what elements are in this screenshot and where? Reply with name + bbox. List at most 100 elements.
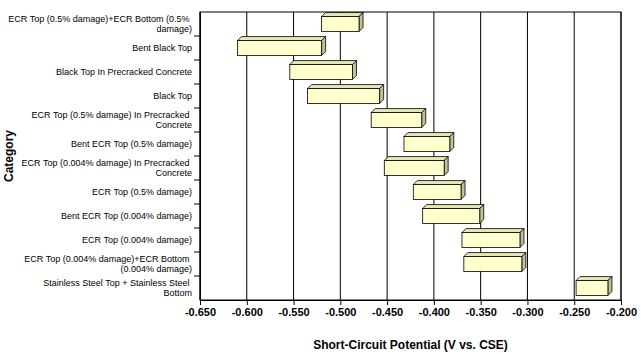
- bar-top-face: [404, 133, 454, 137]
- y-tick-label: ECR Top (0.004% damage) In Precracked Co…: [22, 158, 192, 178]
- x-tick: -0.500: [325, 300, 356, 318]
- y-tick: ECR Top (0.5% damage): [92, 187, 192, 197]
- x-tick-label: -0.600: [232, 306, 263, 318]
- y-tick: Bent ECR Top (0.004% damage): [61, 211, 192, 221]
- bar: [290, 65, 353, 80]
- y-tick-label: ECR Top (0.5% damage)+ECR Bottom (0.5% d…: [8, 14, 192, 34]
- bar: [404, 137, 450, 152]
- y-tick-label: Bent ECR Top (0.5% damage): [71, 139, 192, 149]
- y-tick: Black Top In Precracked Concrete: [56, 67, 192, 77]
- bar-side-face: [480, 205, 484, 224]
- category-tick: [194, 252, 200, 253]
- grid-line: [340, 12, 341, 300]
- x-tick-mark: [574, 300, 575, 305]
- bar: [464, 257, 522, 272]
- plot: -0.650 -0.600 -0.550 -0.500 -0.450 -0.400 -0.3…: [8, 12, 637, 318]
- bar-top-face: [384, 157, 448, 161]
- y-tick-label: ECR Top (0.5% damage) In Precracked Conc…: [32, 110, 192, 130]
- bar-top-face: [322, 13, 363, 17]
- y-tick-label: ECR Top (0.5% damage): [92, 187, 192, 197]
- bar-side-face: [450, 133, 454, 152]
- y-tick: ECR Top (0.004% damage)+ECR Bottom (0.00…: [24, 254, 192, 274]
- x-tick-label: -0.550: [278, 306, 309, 318]
- category-tick: [194, 228, 200, 229]
- bar-side-face: [608, 277, 612, 296]
- grid-line: [621, 12, 622, 300]
- bar-top-face: [464, 253, 526, 257]
- bar-top-face: [423, 205, 484, 209]
- bar-top-face: [237, 37, 325, 41]
- y-tick-label: Bent ECR Top (0.004% damage): [61, 211, 192, 221]
- category-tick: [194, 60, 200, 61]
- bar-side-face: [444, 157, 448, 176]
- grid: [200, 12, 621, 300]
- x-tick-label: -0.250: [559, 306, 590, 318]
- bars: [237, 13, 611, 296]
- x-tick: -0.650: [185, 300, 216, 318]
- chart: -0.650 -0.600 -0.550 -0.500 -0.450 -0.400 -0.3…: [0, 0, 641, 355]
- y-tick: ECR Top (0.004% damage): [82, 235, 192, 245]
- y-tick-label: Bent Black Top: [132, 43, 192, 53]
- y-tick-label: ECR Top (0.004% damage): [82, 235, 192, 245]
- grid-line: [433, 12, 434, 300]
- bar-top-face: [413, 181, 465, 185]
- x-tick-mark: [434, 300, 435, 305]
- category-tick: [194, 180, 200, 181]
- x-tick-mark: [387, 300, 388, 305]
- bar-side-face: [359, 13, 363, 32]
- bar-top-face: [290, 61, 357, 65]
- category-tick: [194, 156, 200, 157]
- x-tick-label: -0.400: [419, 306, 450, 318]
- x-tick-mark: [200, 300, 201, 305]
- bar: [322, 17, 359, 32]
- y-axis-title: Category: [2, 130, 16, 182]
- x-tick: -0.400: [419, 300, 450, 318]
- y-tick-label: ECR Top (0.004% damage)+ECR Bottom (0.00…: [24, 254, 192, 274]
- x-tick-mark: [621, 300, 622, 305]
- x-tick-label: -0.200: [606, 306, 637, 318]
- y-tick: ECR Top (0.004% damage) In Precracked Co…: [22, 158, 192, 178]
- category-tick: [194, 36, 200, 37]
- x-tick: -0.550: [278, 300, 309, 318]
- category-tick: [194, 276, 200, 277]
- bar: [237, 41, 321, 56]
- y-tick-label: Black Top: [153, 91, 192, 101]
- y-axis-line: [200, 13, 201, 301]
- x-tick: -0.600: [232, 300, 263, 318]
- x-tick-label: -0.300: [512, 306, 543, 318]
- y-axis: ECR Top (0.5% damage)+ECR Bottom (0.5% d…: [8, 13, 200, 301]
- x-axis: -0.650 -0.600 -0.550 -0.500 -0.450 -0.400 -0.3…: [185, 300, 637, 318]
- bar-top-face: [308, 85, 384, 89]
- y-tick: Stainless Steel Top + Stainless Steel Bo…: [43, 278, 192, 298]
- x-tick-label: -0.500: [325, 306, 356, 318]
- bar-side-face: [352, 61, 356, 80]
- bar: [371, 113, 422, 128]
- category-tick: [194, 84, 200, 85]
- bar: [308, 89, 380, 104]
- bar-top-face: [371, 109, 426, 113]
- category-tick: [194, 132, 200, 133]
- x-tick-label: -0.350: [466, 306, 497, 318]
- y-tick-label: Stainless Steel Top + Stainless Steel Bo…: [43, 278, 192, 298]
- bar: [462, 233, 520, 248]
- y-tick: Bent ECR Top (0.5% damage): [71, 139, 192, 149]
- bar: [413, 185, 461, 200]
- bar-side-face: [461, 181, 465, 200]
- x-tick-label: -0.450: [372, 306, 403, 318]
- x-tick-label: -0.650: [185, 306, 216, 318]
- category-tick: [194, 108, 200, 109]
- grid-line: [574, 12, 575, 300]
- x-tick-mark: [340, 300, 341, 305]
- y-tick: Bent Black Top: [132, 43, 192, 53]
- grid-line: [527, 12, 528, 300]
- plot-frame: [200, 12, 621, 300]
- y-tick: Black Top: [153, 91, 192, 101]
- x-tick-mark: [247, 300, 248, 305]
- x-axis-line: [201, 301, 622, 306]
- bar-side-face: [422, 109, 426, 128]
- category-tick: [194, 204, 200, 205]
- bar: [576, 281, 608, 296]
- x-tick-mark: [294, 300, 295, 305]
- x-tick: -0.350: [466, 300, 497, 318]
- bar: [423, 209, 480, 224]
